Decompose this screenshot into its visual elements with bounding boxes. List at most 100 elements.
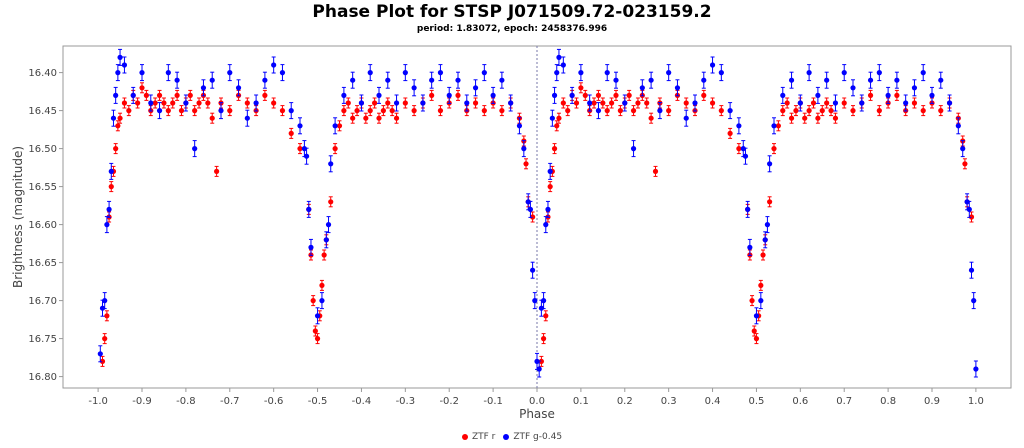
- x-axis-label: Phase: [519, 407, 555, 421]
- data-point: [102, 298, 108, 304]
- data-point: [174, 92, 180, 98]
- data-point: [429, 92, 435, 98]
- y-tick-label: 16.80: [28, 372, 57, 383]
- data-point: [968, 214, 975, 220]
- data-point: [911, 85, 918, 91]
- data-point: [325, 222, 332, 228]
- data-point: [582, 92, 588, 98]
- data-point: [824, 100, 830, 106]
- data-point: [806, 70, 812, 76]
- data-point: [841, 100, 847, 106]
- data-point: [341, 92, 347, 98]
- data-point: [742, 153, 749, 159]
- data-point: [332, 123, 338, 129]
- data-point: [903, 100, 909, 106]
- data-point: [920, 108, 926, 114]
- data-point: [102, 336, 108, 342]
- data-point: [762, 237, 768, 243]
- x-tick-label: 0.7: [836, 396, 852, 407]
- data-point: [288, 108, 294, 114]
- data-point: [303, 153, 310, 159]
- data-point: [227, 70, 233, 76]
- data-point: [499, 108, 505, 114]
- data-point: [319, 298, 325, 304]
- data-point: [946, 100, 953, 106]
- data-point: [876, 108, 882, 114]
- data-point: [545, 206, 551, 212]
- data-point: [525, 199, 531, 205]
- data-point: [126, 108, 132, 114]
- data-point: [363, 115, 369, 121]
- data-point: [556, 54, 562, 61]
- series-layer: [97, 48, 979, 378]
- data-point: [170, 100, 176, 106]
- data-point: [709, 62, 716, 68]
- data-point: [547, 184, 553, 190]
- data-point: [376, 115, 382, 121]
- data-point: [446, 92, 452, 98]
- data-point: [955, 123, 961, 129]
- data-point: [718, 70, 724, 76]
- data-point: [534, 358, 540, 364]
- data-point: [187, 92, 193, 98]
- data-point: [165, 70, 171, 76]
- data-point: [297, 123, 303, 129]
- y-tick-label: 16.40: [28, 68, 57, 79]
- data-point: [472, 85, 479, 91]
- data-point: [591, 100, 597, 106]
- data-point: [328, 161, 334, 167]
- data-point: [767, 199, 773, 205]
- data-point: [350, 115, 356, 121]
- data-point: [385, 100, 391, 106]
- x-axis: -1.0 -0.9 -0.8 -0.7 -0.6 -0.5 -0.4 -0.3 -0.2 -0.1…: [88, 388, 984, 407]
- data-point: [376, 92, 382, 98]
- data-point: [793, 108, 799, 114]
- data-point: [747, 244, 753, 250]
- data-point: [613, 92, 619, 98]
- data-point: [760, 252, 766, 258]
- data-point: [521, 146, 527, 152]
- data-point: [108, 184, 114, 190]
- data-point: [110, 115, 117, 121]
- data-point: [547, 168, 553, 174]
- data-point: [971, 298, 977, 304]
- data-point: [850, 85, 856, 91]
- data-point: [192, 146, 198, 152]
- data-point: [806, 108, 812, 114]
- data-point: [174, 77, 180, 83]
- data-point: [97, 351, 103, 357]
- data-point: [271, 100, 277, 106]
- data-point: [139, 70, 145, 76]
- data-point: [894, 92, 900, 98]
- data-point: [143, 92, 149, 98]
- data-point: [200, 85, 207, 91]
- data-point: [876, 70, 882, 76]
- data-point: [753, 336, 760, 342]
- y-tick-label: 16.65: [28, 258, 57, 269]
- data-point: [117, 54, 123, 61]
- data-point: [106, 206, 112, 212]
- data-point: [938, 108, 944, 114]
- data-point: [751, 328, 757, 334]
- data-point: [104, 313, 110, 319]
- data-point: [692, 100, 698, 106]
- data-point: [894, 77, 900, 83]
- data-point: [402, 100, 408, 106]
- data-point: [455, 77, 461, 83]
- data-point: [358, 100, 365, 106]
- data-point: [595, 92, 602, 98]
- data-point: [960, 146, 966, 152]
- data-point: [929, 92, 935, 98]
- data-point: [788, 115, 795, 121]
- data-point: [385, 77, 391, 83]
- data-point: [666, 108, 672, 114]
- data-point: [192, 108, 198, 114]
- data-point: [639, 85, 645, 91]
- data-point: [135, 100, 141, 106]
- data-point: [850, 108, 856, 114]
- data-point: [527, 206, 534, 212]
- data-point: [740, 146, 746, 152]
- data-point: [802, 115, 808, 121]
- data-point: [788, 77, 795, 83]
